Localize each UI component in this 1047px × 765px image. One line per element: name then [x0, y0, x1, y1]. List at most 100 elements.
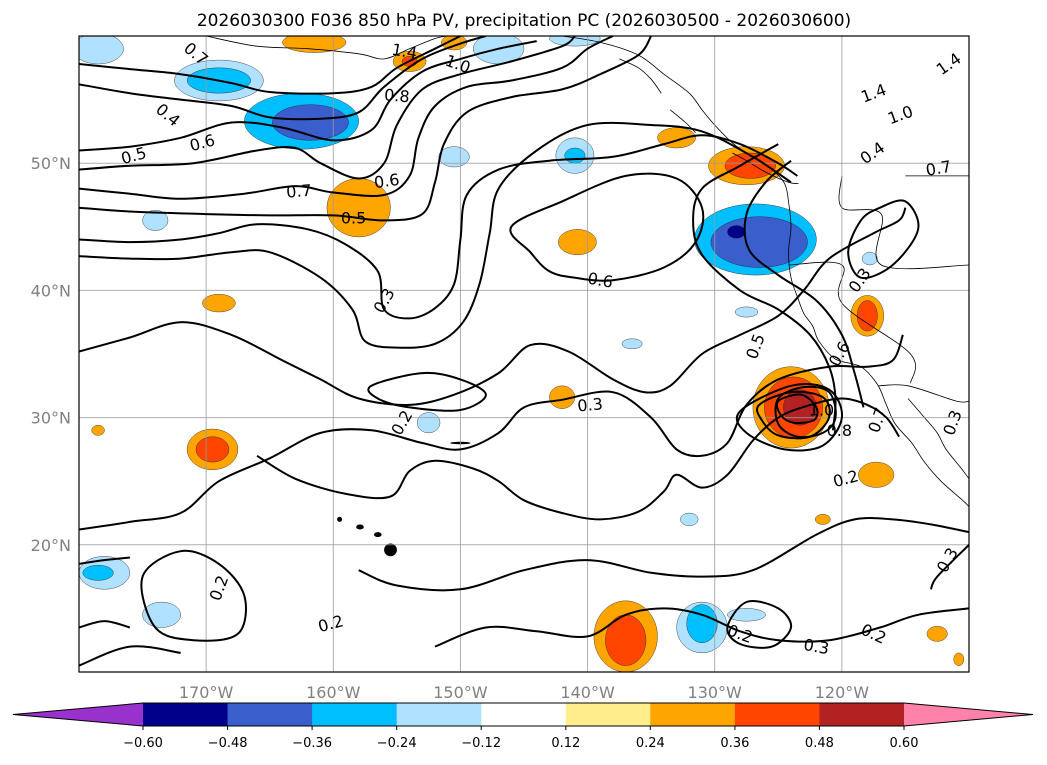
- pv-contour-line: [79, 620, 131, 629]
- colorbar: −0.60 −0.48 −0.36 −0.24 −0.12 0.12 0.24 0.36 0.4…: [12, 702, 1034, 751]
- contour-label-group: 0.6: [373, 170, 401, 192]
- precip-region: [417, 412, 441, 434]
- pv-contour-layer: [79, 36, 969, 667]
- colorbar-tick-label: −0.48: [208, 736, 248, 751]
- island: [374, 532, 382, 538]
- contour-label-group: 1.0: [809, 401, 834, 420]
- precip-region: [564, 147, 586, 164]
- precip-region: [710, 216, 808, 268]
- contour-label: 0.3: [802, 635, 830, 658]
- coastline: [732, 152, 799, 184]
- longitude-tick-label: 120°W: [815, 683, 870, 702]
- pv-contour-line: [929, 544, 969, 590]
- colorbar-tick-label: 0.36: [720, 736, 749, 751]
- coastline: [878, 384, 969, 403]
- colorbar-segment: [143, 703, 229, 726]
- pv-contour-closed: [140, 549, 247, 642]
- precip-region: [727, 608, 766, 622]
- colorbar-segment: [819, 703, 905, 726]
- colorbar-segment: [565, 703, 651, 726]
- pv-contour-line: [79, 36, 652, 222]
- colorbar-segment: [734, 703, 820, 726]
- contour-label-group: 0.8: [383, 85, 410, 106]
- precip-region: [926, 626, 948, 642]
- island: [337, 516, 343, 522]
- precip-region: [686, 604, 718, 644]
- contour-label-group: 0.8: [827, 421, 852, 440]
- colorbar-segment: [650, 703, 736, 726]
- pv-contour-line: [358, 517, 969, 592]
- colorbar-tick-label: −0.36: [292, 736, 332, 751]
- contour-label: 0.6: [586, 269, 614, 292]
- gridline-layer: [79, 36, 969, 672]
- contour-label-group: 0.3: [577, 394, 604, 415]
- contour-label: 0.3: [577, 394, 604, 415]
- island: [356, 524, 364, 530]
- coastline: [838, 175, 969, 270]
- precip-region: [621, 338, 643, 350]
- longitude-tick-labels: 170°W 160°W 150°W 140°W 130°W 120°W: [179, 683, 869, 702]
- island: [384, 543, 397, 557]
- colorbar-extend-high: [904, 703, 1033, 726]
- colorbar-segment: [312, 703, 398, 726]
- pv-contour-closed: [367, 371, 487, 412]
- precip-region: [142, 209, 169, 231]
- contour-label: 0.6: [373, 170, 401, 192]
- colorbar-tick-label: 0.60: [890, 736, 919, 751]
- contour-label: 0.8: [827, 421, 852, 440]
- chart-title: 2026030300 F036 850 hPa PV, precipitatio…: [197, 11, 851, 31]
- precip-region: [438, 146, 470, 168]
- colorbar-tick-label: 0.48: [805, 736, 834, 751]
- precip-region: [953, 652, 965, 666]
- precip-region: [91, 424, 105, 436]
- colorbar-tick-label: −0.60: [123, 736, 163, 751]
- contour-label-group: 0.6: [586, 269, 614, 292]
- map-plot-area: [79, 36, 969, 672]
- pv-contour-closed: [847, 199, 920, 280]
- contour-label-group: 0.7: [285, 181, 312, 202]
- latitude-tick-labels: 20°N 30°N 40°N 50°N: [31, 154, 71, 555]
- pv-contour-line: [79, 36, 614, 200]
- latitude-tick-label: 30°N: [31, 409, 71, 428]
- precip-region: [79, 36, 124, 65]
- pv-contour-line: [79, 121, 792, 349]
- pv-contour-line: [79, 207, 907, 406]
- precip-shading-layer: [79, 36, 965, 672]
- precip-region: [195, 436, 230, 463]
- coastline: [619, 58, 662, 94]
- pv-contour-closed: [756, 390, 831, 440]
- colorbar-tick-label: −0.12: [461, 736, 501, 751]
- pv-contour-line: [79, 334, 904, 531]
- longitude-tick-label: 130°W: [688, 683, 743, 702]
- longitude-tick-label: 170°W: [179, 683, 234, 702]
- pv-contour-line: [79, 36, 461, 95]
- pv-contour-line: [79, 40, 537, 152]
- contour-label: 1.0: [809, 401, 834, 420]
- contour-label: 0.8: [383, 85, 410, 106]
- pv-contour-line: [743, 159, 865, 408]
- pv-contour-closed: [775, 393, 819, 424]
- precip-region: [734, 306, 759, 318]
- precip-region: [558, 229, 597, 256]
- precip-region: [856, 300, 878, 332]
- precip-region: [858, 461, 895, 488]
- coastline: [206, 36, 448, 60]
- coastline: [907, 398, 969, 479]
- pv-contour-line: [256, 397, 900, 521]
- pv-contour-closed: [726, 600, 793, 649]
- latitude-tick-label: 40°N: [31, 281, 71, 300]
- pv-contour-line: [79, 134, 798, 320]
- contour-label-group: 0.7: [924, 157, 952, 180]
- coastline-layer: [206, 36, 969, 557]
- colorbar-segment: [227, 703, 313, 726]
- map-frame: [78, 35, 970, 673]
- contour-label-group: 0.3: [802, 635, 830, 658]
- precip-region: [724, 152, 776, 179]
- precip-region: [727, 225, 746, 239]
- colorbar-segment: [396, 703, 482, 726]
- coastline: [669, 109, 696, 133]
- precip-region: [272, 104, 349, 141]
- latitude-tick-label: 20°N: [31, 536, 71, 555]
- contour-label: 0.5: [341, 208, 366, 227]
